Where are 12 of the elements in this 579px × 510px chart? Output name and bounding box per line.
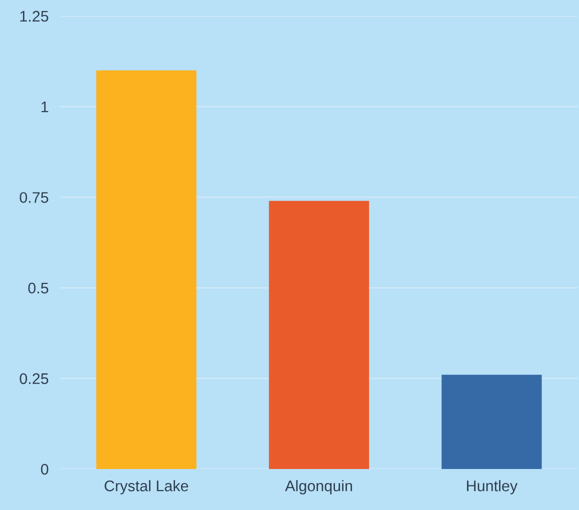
- y-tick-label: 0: [40, 464, 48, 475]
- bar: [268, 200, 370, 469]
- bar: [96, 70, 196, 469]
- y-tick-label: 0.25: [20, 373, 48, 384]
- y-tick-label: 1: [42, 102, 48, 112]
- x-tick-label: Algonquin: [285, 480, 352, 494]
- bar: [442, 374, 542, 469]
- y-tick-label: 0.5: [28, 282, 48, 294]
- y-tick-label: 1.25: [20, 10, 48, 22]
- x-tick-label: Crystal Lake: [104, 480, 188, 494]
- x-tick-label: Huntley: [467, 480, 518, 494]
- y-tick-label: 0.75: [20, 192, 48, 203]
